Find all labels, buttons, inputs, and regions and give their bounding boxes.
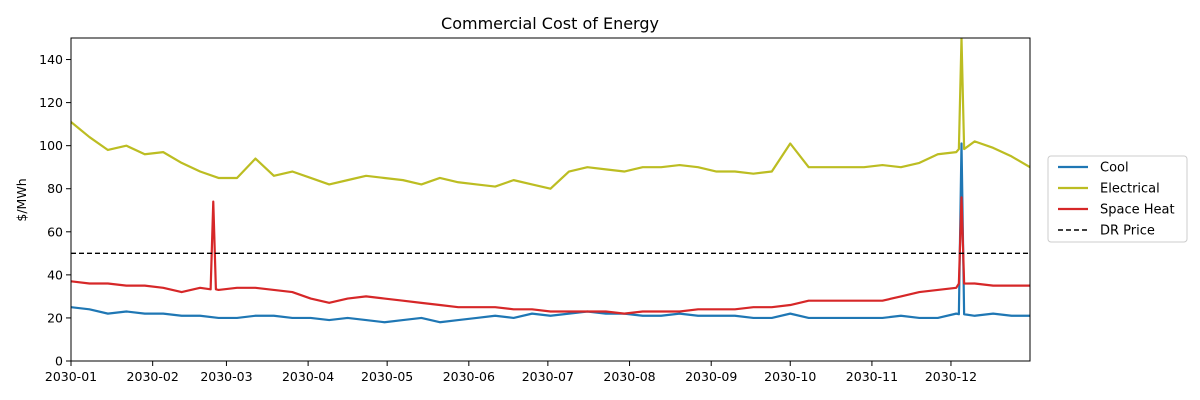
x-tick-label: 2030-05 — [361, 369, 413, 384]
chart-title: Commercial Cost of Energy — [441, 14, 659, 33]
plot-area — [70, 37, 1031, 362]
series-line-electrical — [71, 38, 1030, 190]
legend-label: Space Heat — [1100, 203, 1175, 218]
x-tick-label: 2030-03 — [200, 369, 252, 384]
x-tick-label: 2030-09 — [685, 369, 737, 384]
x-tick-label: 2030-10 — [764, 369, 816, 384]
y-axis: 0 20 40 60 80 100 120 140 — [39, 52, 71, 369]
y-tick-label: 120 — [39, 95, 63, 110]
y-axis-label: $/MWh — [14, 178, 29, 221]
legend-item-space-heat: Space Heat — [1058, 203, 1175, 218]
legend-label: Cool — [1100, 161, 1129, 176]
y-tick-label: 80 — [47, 181, 63, 196]
series-layer — [71, 38, 1030, 324]
y-tick-label: 0 — [55, 354, 63, 369]
series-line-space-heat — [71, 196, 1030, 315]
y-tick-label: 60 — [47, 224, 63, 239]
x-tick-label: 2030-08 — [603, 369, 655, 384]
legend: Cool Electrical Space Heat DR Price — [1047, 155, 1188, 243]
y-tick-label: 100 — [39, 138, 63, 153]
y-tick-label: 40 — [47, 267, 63, 282]
x-tick-label: 2030-04 — [282, 369, 334, 384]
x-tick-label: 2030-11 — [846, 369, 898, 384]
y-tick-label: 140 — [39, 52, 63, 67]
x-tick-label: 2030-01 — [45, 369, 97, 384]
legend-item-cool: Cool — [1058, 161, 1129, 176]
x-tick-label: 2030-02 — [127, 369, 179, 384]
x-tick-label: 2030-12 — [925, 369, 977, 384]
legend-label: Electrical — [1100, 182, 1160, 197]
x-tick-label: 2030-07 — [522, 369, 574, 384]
legend-frame — [1047, 155, 1188, 243]
legend-item-dr-price: DR Price — [1058, 224, 1155, 239]
legend-label: DR Price — [1100, 224, 1155, 239]
x-tick-label: 2030-06 — [443, 369, 495, 384]
legend-item-electrical: Electrical — [1058, 182, 1160, 197]
plot-border — [70, 37, 1031, 362]
plot-frame — [71, 38, 1030, 361]
x-axis: 2030-01 2030-02 2030-03 2030-04 2030-05 2030-… — [45, 361, 977, 384]
y-tick-label: 20 — [47, 310, 63, 325]
